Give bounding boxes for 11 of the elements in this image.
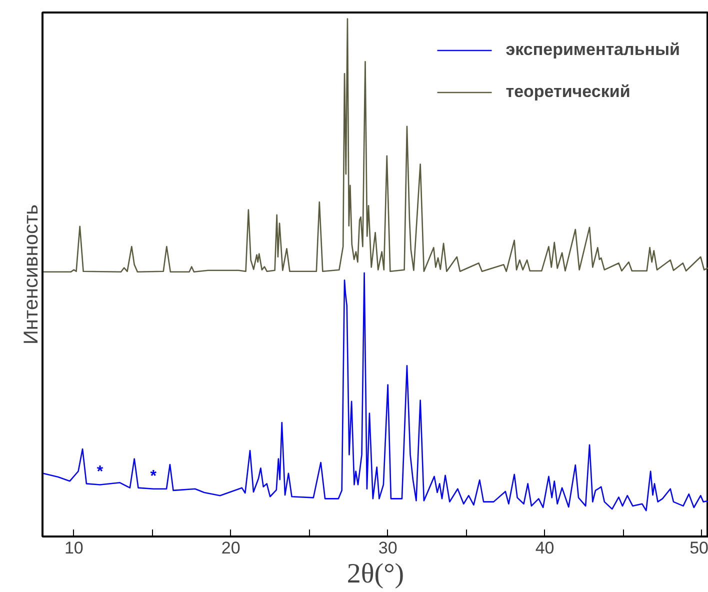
x-tick-label: 50 — [690, 538, 708, 558]
annotation: * — [150, 468, 158, 485]
legend-label: теоретический — [506, 82, 630, 102]
legend-label: экспериментальный — [506, 40, 680, 60]
x-axis-title: 2θ(°) — [346, 558, 404, 590]
annotation: * — [96, 464, 104, 481]
y-axis-title: Интенсивность — [20, 204, 42, 345]
x-tick-label: 10 — [64, 538, 84, 558]
x-tick-label: 30 — [378, 538, 398, 558]
x-tick-label: 20 — [221, 538, 240, 558]
x-tick-label: 40 — [535, 538, 554, 558]
